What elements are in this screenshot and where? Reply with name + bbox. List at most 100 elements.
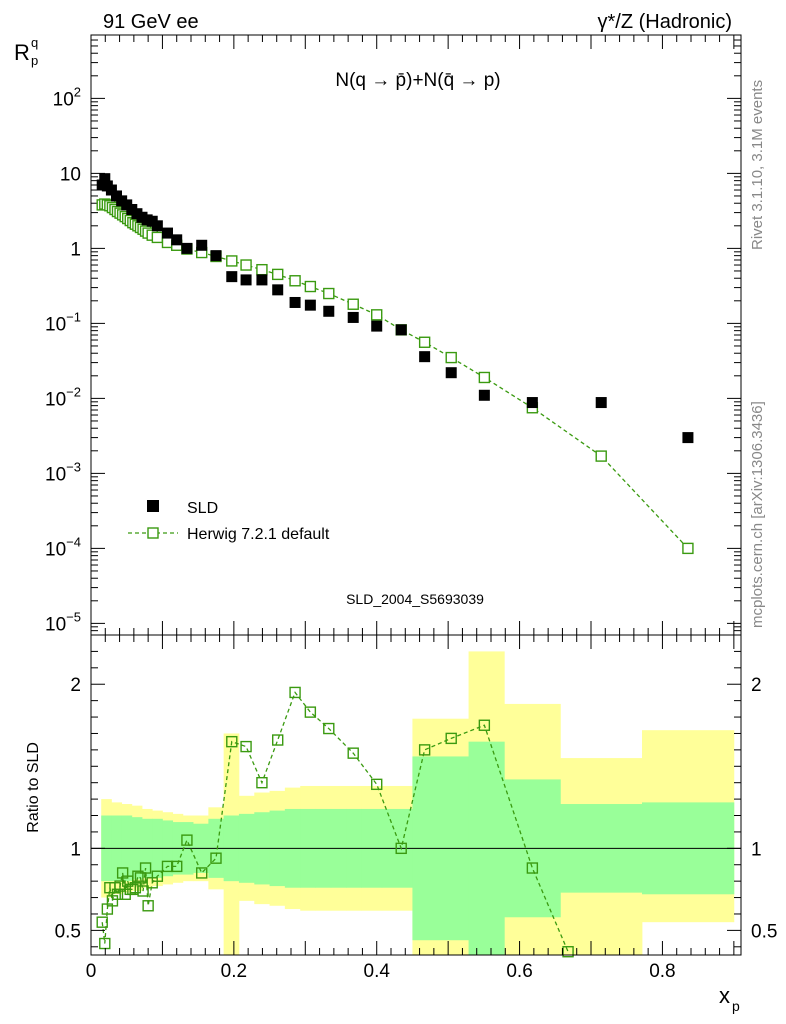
main-herwig-point [151,231,164,244]
x-axis-label: x p [719,983,740,1014]
ratio-frame [90,634,742,956]
main-y-tick-label: 1 [70,239,81,260]
ratio-herwig-point [445,732,457,745]
main-sld-point [151,220,163,232]
ratio-herwig-point [347,747,359,759]
main-herwig-point [272,268,284,281]
main-y-tick-label: 10−1 [45,309,81,335]
main-y-tick-label: 10−4 [45,534,81,560]
x-axis-label-sub: p [732,998,740,1014]
mcplots-label: mcplots.cern.ch [arXiv:1306.3436] [749,401,766,628]
main-sld-point [256,274,268,286]
ratio-uncertainty-bands [101,651,735,955]
ratio-herwig-point [240,740,252,753]
main-herwig-point [161,236,174,249]
main-sld-point [682,432,694,444]
main-herwig-point [304,280,317,293]
ratio-y-tick-label-left: 0.5 [55,921,81,942]
main-panel: N(q → p̄)+N(q̄ → p) SLD_2004_S5693039 R … [14,34,742,636]
main-y-tick-exponent: −2 [66,384,81,399]
main-herwig-point [347,298,359,310]
main-y-tick-exponent: −4 [66,534,81,549]
main-herwig-point [418,336,431,348]
main-sld-point [105,184,117,196]
ratio-herwig-point [196,867,208,879]
main-y-tick-label: 10−5 [45,609,81,635]
main-title: N(q → p̄)+N(q̄ → p) [335,70,500,91]
main-y-tick-mantissa: 10 [60,164,81,185]
main-y-tick-exponent: −1 [66,309,81,324]
x-axis-label-main: x [719,983,730,1008]
main-sld-point [272,284,284,296]
ratio-herwig-point [132,870,144,882]
ratio-herwig-point [272,734,284,746]
main-tick-marks [90,34,741,636]
y-axis-label-super: q [31,35,38,50]
ratio-herwig-point [151,870,164,882]
main-sld-point [210,250,222,262]
main-y-tick-label: 10 [60,164,81,185]
legend-herwig-marker [147,527,159,539]
main-herwig-point [682,542,694,555]
main-sld-point [162,227,173,239]
main-herwig-point [226,255,238,267]
ratio-herwig-point [304,706,317,718]
main-herwig-line [102,203,689,549]
main-y-tick-exponent: −3 [66,459,81,474]
ratio-herwig-point [111,888,124,900]
ratio-herwig-point [323,722,335,735]
main-frame [90,34,742,636]
x-tick-label: 0.2 [221,961,247,982]
main-sld-point [99,173,111,185]
ratio-y-tick-label-right: 2 [751,675,762,696]
x-tick-label: 0.8 [649,961,675,982]
main-sld-point [526,397,538,409]
ratio-herwig-point [142,900,154,912]
main-sld-point [304,299,316,311]
main-herwig-point [595,450,607,462]
ratio-herwig-point [161,860,174,873]
ratio-herwig-point [526,862,539,874]
ratio-y-tick-label-left: 2 [70,675,81,696]
ratio-herwig-point [171,860,183,873]
ratio-herwig-point [210,852,222,864]
main-y-tick-mantissa: 10 [45,389,66,410]
main-sld-point [196,239,208,251]
main-sld-point [289,296,301,308]
legend: SLD Herwig 7.2.1 default [128,500,330,543]
main-herwig-point [256,263,268,276]
main-herwig-point [323,287,335,300]
rivet-label: Rivet 3.1.10, 3.1M events [749,80,766,250]
watermark: SLD_2004_S5693039 [346,591,484,607]
ratio-herwig-point [96,916,108,928]
main-sld-point [171,234,183,246]
ratio-herwig-point [371,778,383,791]
main-sld-point [395,324,407,336]
main-y-tick-mantissa: 10 [53,89,74,110]
ratio-panel: 0.5 0.5 1 1 2 2 0 0.2 0.4 0.6 0.8 Ratio to SLD x … [25,634,778,1014]
main-y-tick-exponent: −5 [66,609,81,624]
legend-sld-marker [147,500,159,512]
main-y-tick-mantissa: 1 [70,239,81,260]
x-tick-label: 0 [86,961,97,982]
main-sld-point [445,367,457,379]
ratio-herwig-point [226,735,238,748]
ratio-y-tick-label-right: 0.5 [751,921,777,942]
ratio-herwig-point [289,686,301,699]
ratio-y-tick-label-left: 1 [70,839,81,860]
ratio-herwig-point [181,834,193,846]
ratio-herwig-point [478,719,491,731]
main-y-tick-mantissa: 10 [45,464,66,485]
main-sld-point [419,351,431,363]
main-sld-point [478,389,490,401]
main-sld-series [96,173,694,444]
legend-sld-label: SLD [187,500,218,517]
y-axis-label-main: R [14,40,30,65]
main-herwig-point [289,275,301,287]
main-y-tick-mantissa: 10 [45,314,66,335]
ratio-y-tick-labels: 0.5 0.5 1 1 2 2 [55,675,778,942]
main-y-axis-label: R q p [14,35,38,68]
main-y-tick-exponent: 2 [74,84,81,99]
